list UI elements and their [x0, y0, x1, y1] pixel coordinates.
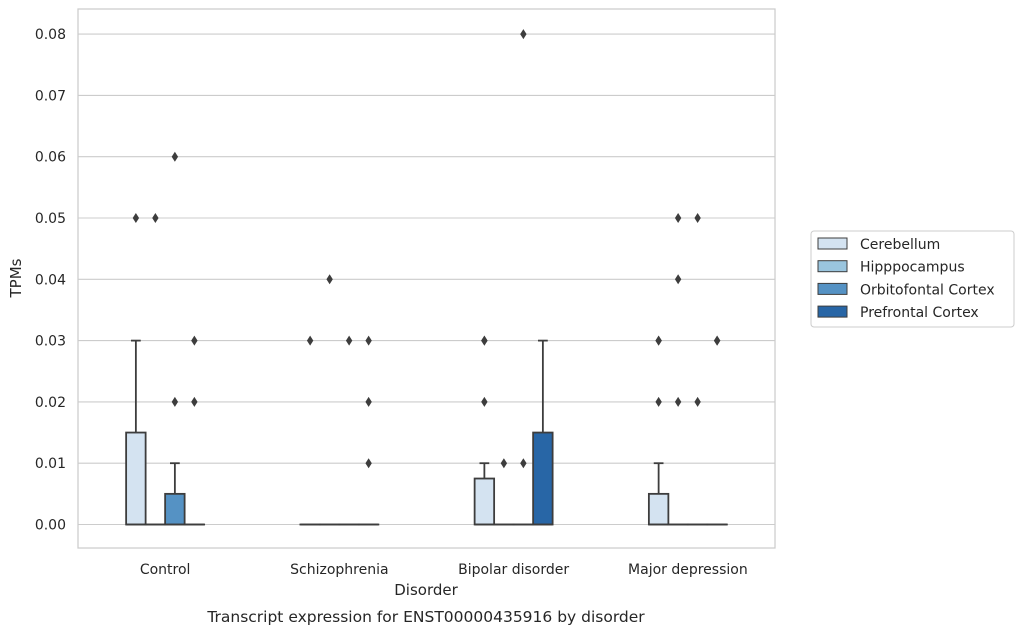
- outlier-point: [132, 213, 140, 223]
- x-tick-label: Control: [140, 562, 191, 578]
- outlier-point: [326, 274, 333, 285]
- box-prefrontal-cortex: [532, 339, 554, 526]
- outlier-point: [481, 396, 488, 407]
- outlier-point: [171, 151, 179, 162]
- legend-entry-label: Orbitofontal Cortex: [860, 282, 995, 298]
- outlier-point: [500, 458, 508, 469]
- outlier-point: [171, 396, 179, 407]
- y-tick-label: 0.08: [35, 27, 66, 43]
- chart-caption: Transcript expression for ENST0000043591…: [206, 608, 645, 626]
- outlier-point: [674, 213, 682, 223]
- outlier-point: [365, 458, 372, 469]
- legend-swatch: [817, 260, 848, 273]
- legend-frame: [810, 230, 1015, 328]
- box-hipppocampus: [667, 213, 689, 526]
- x-axis-label: Disorder: [394, 581, 458, 599]
- y-tick-label: 0.05: [35, 211, 66, 227]
- box-body: [164, 492, 186, 526]
- outlier-point: [152, 213, 159, 223]
- box-body: [125, 431, 147, 526]
- box-orbitofontal-cortex: [338, 335, 360, 526]
- box-prefrontal-cortex: [706, 335, 728, 526]
- y-tick-label: 0.04: [35, 272, 66, 288]
- outlier-point: [674, 274, 682, 285]
- y-axis-label: TPMs: [7, 258, 25, 298]
- outlier-point: [694, 213, 701, 223]
- x-tick-labels: Control Schizophrenia Bipolar disorder Majo…: [140, 562, 748, 578]
- outlier-point: [520, 29, 527, 40]
- outlier-point: [365, 335, 372, 346]
- plot-frame: [77, 8, 776, 549]
- x-tick-label: Major depression: [628, 562, 748, 578]
- y-tick-labels: 0.00 0.01 0.02 0.03 0.04 0.05 0.06 0.07 0.08: [35, 27, 66, 533]
- outlier-point: [306, 335, 314, 346]
- legend-swatch: [817, 282, 848, 295]
- box-cerebellum: [647, 335, 670, 526]
- box-orbitofontal-cortex: [164, 151, 186, 526]
- outlier-point: [713, 335, 721, 346]
- box-cerebellum: [299, 335, 321, 526]
- outlier-point: [694, 396, 701, 407]
- legend-entry-label: Cerebellum: [860, 237, 940, 253]
- outlier-point: [520, 458, 527, 469]
- y-tick-label: 0.06: [35, 150, 66, 166]
- outlier-point: [655, 396, 662, 407]
- gridlines: [78, 33, 775, 526]
- legend-entry-label: Prefrontal Cortex: [860, 305, 979, 321]
- outlier-point: [655, 335, 662, 346]
- outlier-point: [345, 335, 353, 346]
- outlier-point: [191, 396, 198, 407]
- y-tick-label: 0.02: [35, 395, 66, 411]
- outlier-point: [191, 335, 198, 346]
- box-orbitofontal-cortex: [686, 213, 709, 526]
- outlier-point: [365, 396, 372, 407]
- y-tick-label: 0.03: [35, 334, 66, 350]
- box-prefrontal-cortex: [357, 335, 380, 526]
- legend-swatch: [817, 305, 848, 318]
- box-prefrontal-cortex: [183, 335, 206, 526]
- box-series: [125, 29, 728, 526]
- y-tick-label: 0.00: [35, 518, 66, 534]
- legend: Cerebellum Hipppocampus Orbitofontal Corte…: [810, 230, 1015, 328]
- box-body: [532, 431, 554, 526]
- y-tick-label: 0.07: [35, 88, 66, 104]
- box-body: [473, 477, 496, 526]
- box-cerebellum: [473, 335, 496, 526]
- outlier-point: [674, 396, 682, 407]
- box-body: [647, 492, 670, 526]
- box-orbitofontal-cortex: [512, 29, 535, 526]
- x-tick-label: Schizophrenia: [290, 562, 388, 578]
- box-hipppocampus: [144, 213, 167, 526]
- box-hipppocampus: [318, 274, 341, 526]
- box-hipppocampus: [493, 458, 515, 526]
- outlier-point: [481, 335, 488, 346]
- legend-swatch: [817, 237, 848, 250]
- legend-entry-label: Hipppocampus: [860, 260, 965, 276]
- x-tick-label: Bipolar disorder: [458, 562, 569, 578]
- box-cerebellum: [125, 213, 147, 526]
- y-tick-label: 0.01: [35, 456, 66, 472]
